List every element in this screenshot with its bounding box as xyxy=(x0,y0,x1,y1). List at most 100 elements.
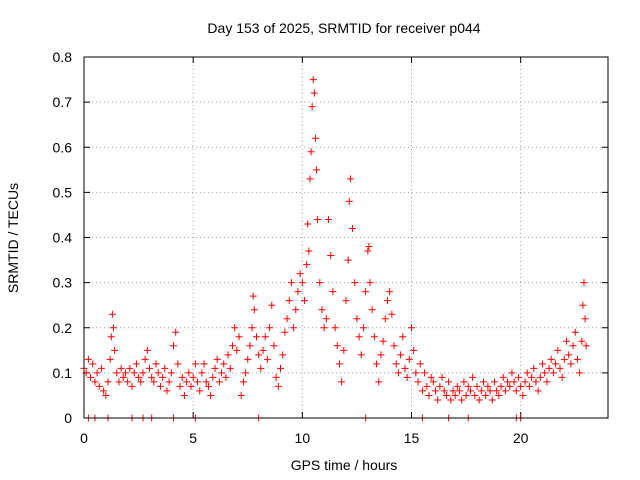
data-point xyxy=(215,378,223,386)
data-point xyxy=(178,373,186,381)
data-point xyxy=(528,373,536,381)
data-point xyxy=(410,346,418,354)
data-point xyxy=(379,337,387,345)
data-point xyxy=(196,387,204,395)
data-point xyxy=(512,387,520,395)
data-point xyxy=(161,364,169,372)
data-point xyxy=(475,396,483,404)
data-point xyxy=(89,360,97,368)
data-point xyxy=(204,382,212,390)
data-point xyxy=(438,373,446,381)
data-point xyxy=(514,373,522,381)
y-tick-label: 0.1 xyxy=(53,365,73,381)
data-point xyxy=(453,382,461,390)
data-point xyxy=(132,360,140,368)
data-point xyxy=(154,369,162,377)
axis-ticks: 0 0.1 0.2 0.3 0.4 0.5 0.6 0.7 0.8 0 5 10 15 20 xyxy=(53,49,608,446)
data-point xyxy=(301,297,309,305)
data-point xyxy=(108,310,116,318)
data-point xyxy=(246,342,254,350)
y-tick-label: 0.6 xyxy=(53,139,73,155)
data-point xyxy=(150,378,158,386)
chart-title: Day 153 of 2025, SRMTID for receiver p04… xyxy=(207,20,480,36)
data-point xyxy=(365,243,373,251)
data-point xyxy=(534,387,542,395)
data-point xyxy=(490,378,498,386)
data-point xyxy=(281,328,289,336)
data-point xyxy=(418,387,426,395)
data-point xyxy=(137,378,145,386)
data-point xyxy=(355,333,363,341)
data-point xyxy=(109,324,117,332)
data-point xyxy=(313,166,321,174)
data-point xyxy=(228,342,236,350)
data-point xyxy=(357,351,365,359)
data-point xyxy=(392,360,400,368)
data-point xyxy=(277,364,284,372)
data-point xyxy=(106,355,114,363)
data-point xyxy=(504,378,512,386)
x-tick-label: 10 xyxy=(295,430,311,446)
data-point xyxy=(93,369,101,377)
data-point xyxy=(567,360,575,368)
data-point xyxy=(259,346,267,354)
data-point xyxy=(231,324,239,332)
data-point xyxy=(325,215,333,223)
data-point xyxy=(552,360,560,368)
data-point xyxy=(449,387,457,395)
data-point xyxy=(172,328,180,336)
data-point xyxy=(303,261,311,269)
data-point xyxy=(130,369,138,377)
data-point xyxy=(305,247,313,255)
data-point xyxy=(340,346,348,354)
data-point xyxy=(174,360,182,368)
data-point xyxy=(97,364,105,372)
data-point xyxy=(573,355,581,363)
data-point xyxy=(397,351,405,359)
data-point xyxy=(333,342,341,350)
data-point xyxy=(263,355,271,363)
data-point xyxy=(84,355,92,363)
data-point xyxy=(578,337,586,345)
data-point xyxy=(440,387,448,395)
data-point xyxy=(255,351,263,359)
data-point xyxy=(466,387,474,395)
data-point xyxy=(200,360,208,368)
data-point xyxy=(316,279,324,287)
data-point xyxy=(279,351,287,359)
data-point xyxy=(307,148,315,156)
data-point xyxy=(429,378,437,386)
data-point xyxy=(250,306,258,314)
data-point xyxy=(582,342,590,350)
data-point xyxy=(91,378,99,386)
data-point xyxy=(261,333,269,341)
data-point xyxy=(152,360,160,368)
data-point xyxy=(148,373,156,381)
data-point xyxy=(508,369,516,377)
x-tick-label: 20 xyxy=(513,430,529,446)
data-point xyxy=(545,364,553,372)
data-point xyxy=(421,369,429,377)
data-point xyxy=(135,373,143,381)
data-point xyxy=(296,270,304,278)
data-point xyxy=(375,378,383,386)
data-point xyxy=(554,346,562,354)
data-point xyxy=(432,387,440,395)
data-point xyxy=(287,279,295,287)
data-point xyxy=(285,297,293,305)
data-point xyxy=(482,391,490,399)
data-point xyxy=(183,378,191,386)
data-point xyxy=(558,373,566,381)
data-point xyxy=(119,373,127,381)
y-tick-label: 0.3 xyxy=(53,275,73,291)
y-tick-label: 0.7 xyxy=(53,94,73,110)
data-point xyxy=(462,391,470,399)
data-point xyxy=(226,364,234,372)
data-point xyxy=(268,301,276,309)
data-point xyxy=(100,387,108,395)
data-point xyxy=(349,224,357,232)
data-point xyxy=(304,220,312,228)
data-point xyxy=(464,382,472,390)
data-point xyxy=(189,373,197,381)
data-point xyxy=(115,378,123,386)
